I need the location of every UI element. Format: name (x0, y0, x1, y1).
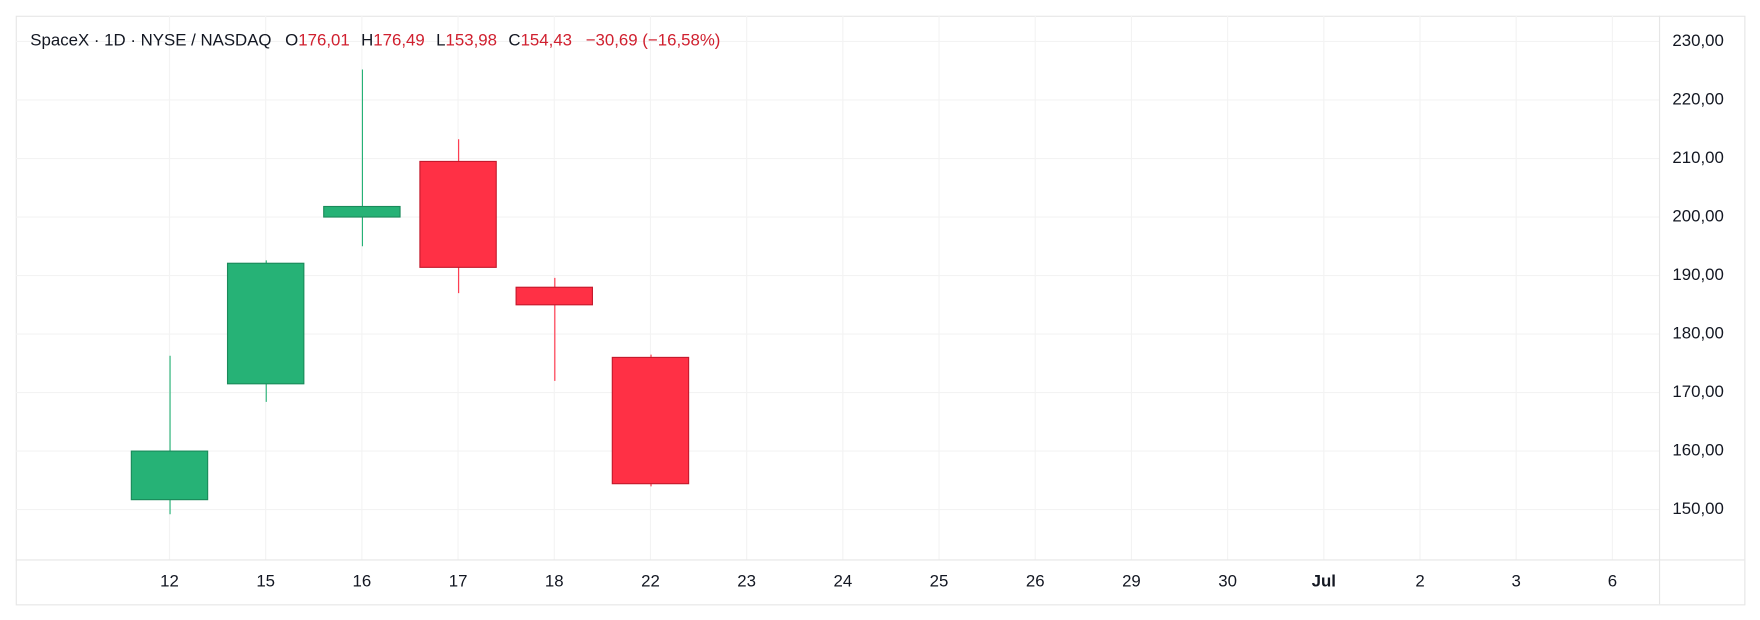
x-tick-label: 25 (930, 571, 949, 590)
x-tick-label: 6 (1608, 571, 1617, 590)
x-tick-label: 22 (641, 571, 660, 590)
y-tick-label: 150,00 (1672, 499, 1723, 518)
candle-body (323, 205, 401, 218)
candle-body (130, 450, 209, 501)
symbol-title: SpaceX · 1D · NYSE / NASDAQ (30, 31, 271, 50)
candle-body (419, 160, 497, 268)
close-label: C (508, 31, 520, 50)
y-tick-label: 190,00 (1672, 265, 1723, 284)
axes: 150,00 160,00 170,00 180,00 190,00 200,00 210,… (160, 31, 1724, 590)
x-tick-label: 26 (1026, 571, 1045, 590)
open-label: O (285, 31, 298, 50)
high-value: 176,49 (373, 31, 424, 50)
y-tick-label: 210,00 (1672, 148, 1723, 167)
change-value: −30,69 (−16,58%) (586, 31, 721, 50)
x-tick-label: 17 (449, 571, 468, 590)
ohlc-legend: SpaceX · 1D · NYSE / NASDAQ O176,01 H176… (30, 31, 720, 50)
x-tick-label: Jul (1312, 571, 1336, 590)
open-value: 176,01 (298, 31, 349, 50)
candles (130, 69, 690, 515)
x-tick-label: 24 (833, 571, 852, 590)
low-value: 153,98 (446, 31, 497, 50)
y-tick-label: 200,00 (1672, 206, 1723, 225)
x-tick-label: 15 (256, 571, 275, 590)
candle-body (515, 286, 593, 306)
x-tick-label: 12 (160, 571, 179, 590)
y-tick-label: 160,00 (1672, 441, 1723, 460)
x-tick-label: 23 (737, 571, 756, 590)
grid (15, 15, 1659, 560)
x-tick-label: 29 (1122, 571, 1141, 590)
x-tick-label: 18 (545, 571, 564, 590)
y-tick-label: 230,00 (1672, 31, 1723, 50)
candle-body (611, 356, 690, 485)
x-tick-label: 3 (1512, 571, 1521, 590)
x-tick-label: 2 (1415, 571, 1424, 590)
y-tick-label: 170,00 (1672, 382, 1723, 401)
x-tick-label: 30 (1218, 571, 1237, 590)
low-label: L (436, 31, 445, 50)
y-tick-label: 180,00 (1672, 324, 1723, 343)
close-value: 154,43 (521, 31, 572, 50)
y-tick-label: 220,00 (1672, 89, 1723, 108)
x-tick-label: 16 (353, 571, 372, 590)
high-label: H (361, 31, 373, 50)
candle-body (226, 262, 305, 385)
